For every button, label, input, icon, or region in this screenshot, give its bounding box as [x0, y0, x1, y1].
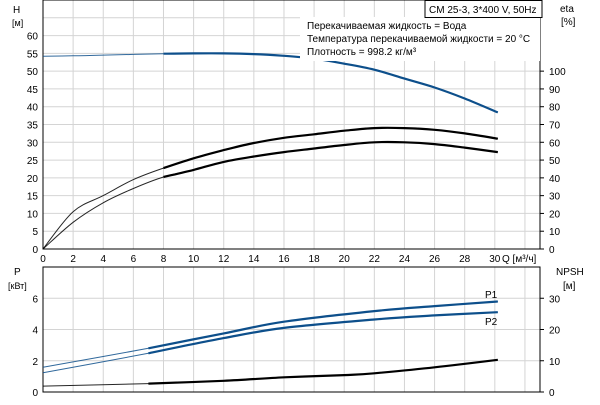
- eta-tick-label: 0: [549, 245, 555, 256]
- p1-label: P1: [485, 290, 498, 301]
- npsh-axis-unit: [м]: [563, 281, 576, 292]
- h-tick-label: 60: [27, 32, 39, 43]
- p-tick-label: 4: [32, 326, 38, 337]
- info-line-temperature: Температура перекачиваемой жидкости = 20…: [307, 34, 530, 45]
- curve-lower-1-operating-range: [148, 311, 498, 355]
- x-tick-label: 6: [131, 254, 137, 265]
- h-axis-label: H: [13, 5, 20, 16]
- x-tick-label: 14: [248, 254, 260, 265]
- p-tick-label: 6: [32, 294, 38, 305]
- eta-tick-label: 40: [549, 174, 561, 185]
- h-tick-label: 35: [27, 121, 39, 132]
- npsh-axis-label: NPSH: [556, 267, 584, 278]
- title-box: [424, 0, 543, 18]
- x-tick-label: 0: [40, 254, 46, 265]
- eta-tick-label: 60: [549, 138, 561, 149]
- h-tick-label: 50: [27, 67, 39, 78]
- x-tick-label: 2: [70, 254, 76, 265]
- h-tick-label: 30: [27, 138, 39, 149]
- curve-lower-2-operating-range: [148, 358, 498, 385]
- curve-upper-1-operating-range: [163, 126, 498, 170]
- eta-tick-label: 90: [549, 85, 561, 96]
- h-tick-label: 25: [27, 156, 39, 167]
- x-tick-label: 24: [399, 254, 411, 265]
- x-tick-label: 16: [278, 254, 290, 265]
- info-background: [300, 17, 540, 61]
- title-box-text: CM 25-3, 3*400 V, 50Hz: [429, 5, 536, 16]
- p-tick-label: 2: [32, 357, 38, 368]
- x-tick-label: 10: [188, 254, 200, 265]
- tick-labels: 0 2 4 6 8 10 12 14 16 18 20 22 24 26 28 300510152025303…: [27, 32, 566, 399]
- curve-lower-1-full: [42, 311, 498, 374]
- curve-upper-2-operating-range: [163, 140, 498, 179]
- series: [42, 52, 499, 387]
- p2-label: P2: [485, 317, 498, 328]
- x-tick-label: 4: [100, 254, 106, 265]
- npsh-tick-label: 20: [549, 326, 561, 337]
- p-axis-unit: [кВт]: [8, 281, 27, 291]
- curve-lower-0-operating-range: [148, 300, 498, 350]
- h-tick-label: 55: [27, 49, 39, 60]
- eta-tick-label: 50: [549, 156, 561, 167]
- eta-tick-label: 10: [549, 227, 561, 238]
- x-tick-label: 18: [309, 254, 321, 265]
- p-tick-label: 0: [32, 388, 38, 399]
- x-tick-label: 12: [218, 254, 230, 265]
- info-line-liquid: Перекачиваемая жидкость = Вода: [307, 21, 467, 32]
- q-axis-label: Q [м³/ч]: [502, 254, 537, 265]
- eta-tick-label: 30: [549, 192, 561, 203]
- curve-lower-2-full: [42, 359, 498, 387]
- info-line-density: Плотность = 998.2 кг/м³: [307, 47, 417, 58]
- h-tick-label: 45: [27, 85, 39, 96]
- x-tick-label: 22: [369, 254, 381, 265]
- h-tick-label: 10: [27, 209, 39, 220]
- curve-upper-0-operating-range: [163, 52, 499, 114]
- eta-tick-label: 100: [549, 67, 566, 78]
- eta-tick-label: 70: [549, 121, 561, 132]
- eta-tick-label: 20: [549, 209, 561, 220]
- x-tick-label: 20: [339, 254, 351, 265]
- npsh-tick-label: 10: [549, 357, 561, 368]
- x-tick-label: 8: [161, 254, 167, 265]
- h-tick-label: 5: [32, 227, 38, 238]
- eta-axis-label: eta: [560, 4, 574, 15]
- curve-upper-0-full: [42, 52, 498, 113]
- h-tick-label: 0: [32, 245, 38, 256]
- npsh-tick-label: 30: [549, 294, 561, 305]
- h-tick-label: 20: [27, 174, 39, 185]
- x-tick-label: 28: [459, 254, 471, 265]
- npsh-tick-label: 0: [549, 388, 555, 399]
- x-tick-label: 26: [429, 254, 441, 265]
- h-tick-label: 15: [27, 192, 39, 203]
- h-axis-unit: [м]: [12, 18, 23, 28]
- h-tick-label: 40: [27, 103, 39, 114]
- eta-axis-unit: [%]: [561, 17, 576, 28]
- curve-lower-0-full: [42, 301, 498, 368]
- x-tick-label: 30: [489, 254, 501, 265]
- eta-tick-label: 80: [549, 103, 561, 114]
- p-axis-label: P: [14, 267, 21, 278]
